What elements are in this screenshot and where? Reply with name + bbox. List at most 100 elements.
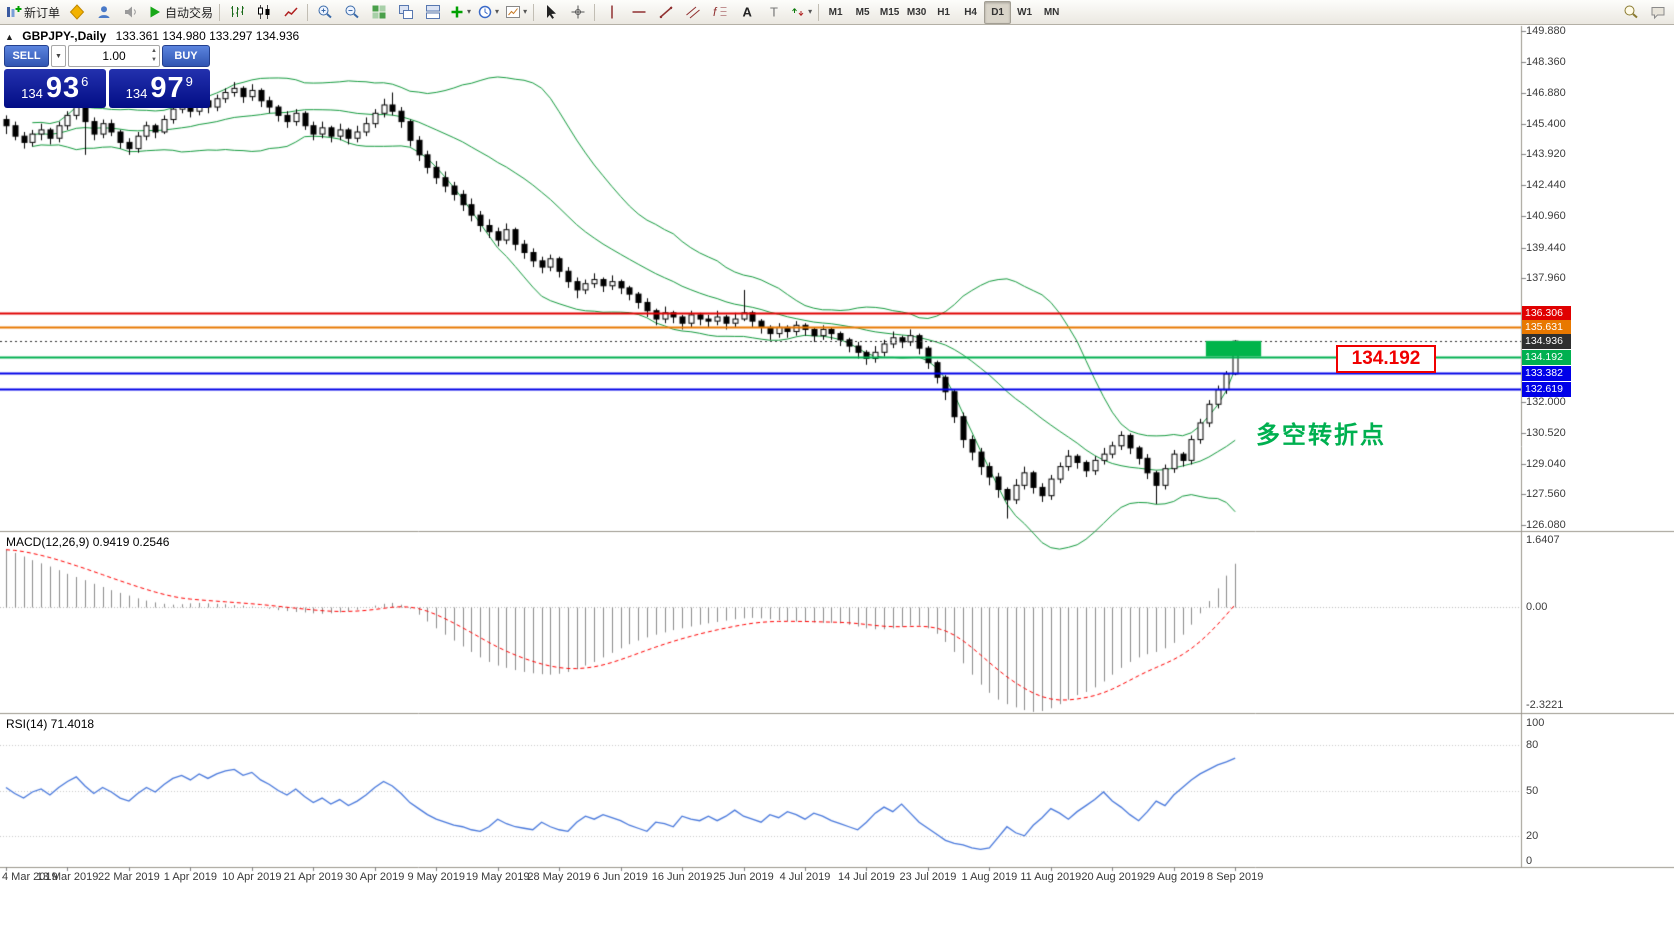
vertical-line-icon[interactable] [598,1,625,24]
horizontal-line-icon[interactable] [625,1,652,24]
mql-logo-icon[interactable] [63,1,90,24]
autotrading-button[interactable]: 自动交易 [144,1,216,24]
arrows-icon [790,4,806,20]
tf-mn-label: MN [1043,6,1060,18]
arrange-windows-icon [425,4,441,20]
candlestick-chart-icon[interactable] [250,1,277,24]
volume-spinner[interactable]: ▲ ▼ [151,47,157,65]
cursor-icon[interactable] [537,1,564,24]
toolbar-separator [533,3,535,21]
news-icon[interactable] [117,1,144,24]
tf-m1[interactable]: M1 [822,1,849,24]
one-click-trading-panel: SELL ▼ 1.00 ▲ ▼ BUY 134 93 6 134 97 9 [4,45,210,108]
chevron-down-icon[interactable]: ▾ [495,7,500,16]
autotrading-button [147,4,163,20]
buy-price-prefix: 134 [125,86,148,101]
buy-price[interactable]: 134 97 9 [108,69,210,108]
price-tick-label: 149.880 [1526,24,1566,37]
fibonacci-icon[interactable]: f [706,1,733,24]
price-tick-label: 142.440 [1526,179,1566,192]
toolbar-separator [219,3,221,21]
price-tick-label: 126.080 [1526,519,1566,532]
chevron-down-icon[interactable]: ▾ [467,7,472,16]
date-tick-label: 9 May 2019 [407,871,465,883]
price-tick-label: 130.520 [1526,426,1566,439]
period-icon[interactable]: ▾ [474,1,502,24]
toolbar-separator [307,3,309,21]
profile-icon [96,4,112,20]
svg-text:A: A [742,5,752,20]
tf-m30[interactable]: M30 [903,1,930,24]
tf-h1[interactable]: H1 [930,1,957,24]
search-icon[interactable] [1617,1,1644,24]
text-icon[interactable]: A [733,1,760,24]
date-tick-label: 4 Mar 2019 [2,871,58,883]
line-chart-icon[interactable] [277,1,304,24]
cascade-windows-icon [398,4,414,20]
collapse-icon[interactable]: ▲ [5,32,14,42]
add-indicator-icon[interactable]: ▾ [446,1,474,24]
profile-icon[interactable] [90,1,117,24]
date-tick-label: 16 Jun 2019 [651,871,713,883]
crosshair-icon[interactable] [564,1,591,24]
tf-m15[interactable]: M15 [876,1,903,24]
sell-price[interactable]: 134 93 6 [4,69,106,108]
candlestick-chart-icon [256,4,272,20]
price-tick-label: 127.560 [1526,488,1566,501]
tf-m5[interactable]: M5 [849,1,876,24]
macd-scale-zero: 0.00 [1526,600,1548,613]
channel-icon[interactable] [679,1,706,24]
tf-w1-label: W1 [1017,6,1033,18]
trendline-icon[interactable] [652,1,679,24]
price-tick-label: 143.920 [1526,148,1566,161]
tf-mn[interactable]: MN [1038,1,1065,24]
price-callout-text: 134.192 [1351,347,1421,369]
tf-m5-label: M5 [855,6,870,18]
line-chart-icon [283,4,299,20]
volume-dropdown-button[interactable]: ▼ [51,45,66,67]
tile-windows-icon [371,4,387,20]
sell-price-sup: 6 [81,74,89,89]
date-tick-label: 1 Aug 2019 [961,871,1018,883]
fibonacci-icon: f [712,4,728,20]
price-callout[interactable]: 134.192 [1336,344,1436,373]
news-icon [123,4,139,20]
new-order-button [6,4,22,20]
buy-button[interactable]: BUY [162,45,210,67]
bar-chart-icon[interactable] [223,1,250,24]
tf-h1-label: H1 [937,6,950,18]
tf-d1[interactable]: D1 [984,0,1012,24]
new-order-button[interactable]: 新订单 [3,1,63,24]
buy-price-big: 97 [150,72,185,104]
channel-icon [685,4,701,20]
chevron-down-icon[interactable]: ▾ [808,7,813,16]
cascade-windows-icon[interactable] [392,1,419,24]
spinner-down-icon[interactable]: ▼ [151,57,157,63]
sell-button[interactable]: SELL [4,45,49,67]
label-icon[interactable]: T [760,1,787,24]
template-icon[interactable]: ▾ [502,1,530,24]
date-tick-label: 30 Apr 2019 [345,871,405,883]
date-tick-label: 20 Aug 2019 [1081,871,1144,883]
arrange-windows-icon[interactable] [419,1,446,24]
volume-field[interactable]: 1.00 ▲ ▼ [68,45,160,67]
spinner-up-icon[interactable]: ▲ [151,48,157,54]
horizontal-line-icon [631,4,647,20]
chevron-down-icon[interactable]: ▾ [523,7,528,16]
label-icon: T [766,4,782,20]
tf-w1[interactable]: W1 [1011,1,1038,24]
price-tag: 132.619 [1522,382,1571,398]
tf-h4[interactable]: H4 [957,1,984,24]
date-tick-label: 13 Mar 2019 [36,871,99,883]
date-tick-label: 6 Jun 2019 [593,871,648,883]
tile-windows-icon[interactable] [365,1,392,24]
zoom-in-icon[interactable] [311,1,338,24]
zoom-out-icon[interactable] [338,1,365,24]
trade-panel-controls: SELL ▼ 1.00 ▲ ▼ BUY [4,45,210,67]
tf-h4-label: H4 [964,6,977,18]
community-icon[interactable] [1644,1,1671,24]
chart-header: ▲ GBPJPY-,Daily 133.361 134.980 133.297 … [5,29,299,43]
arrows-icon[interactable]: ▾ [787,1,815,24]
